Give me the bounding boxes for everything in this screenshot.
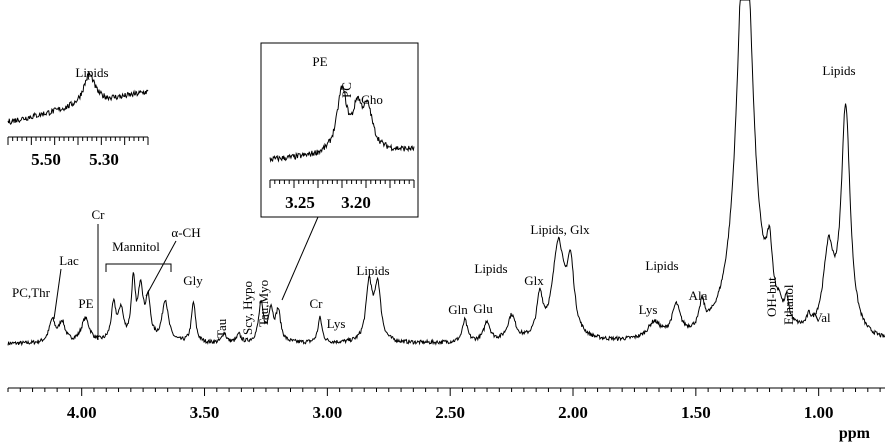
inset-lipids-5-3: 5.50 5.30 Lipids — [7, 65, 149, 169]
peak-label-scy-hypo: Scy, Hypo — [240, 281, 255, 335]
lac-leader-line — [53, 268, 62, 320]
peak-label-gly: Gly — [183, 273, 203, 288]
inset-peak-label-pe: PE — [312, 54, 327, 69]
peak-label-oh-but: OH-but — [764, 277, 779, 317]
inset-connector-line — [281, 216, 319, 301]
inset-peak-label-lipids: Lipids — [75, 65, 108, 80]
peak-label-glx: Glx — [524, 273, 544, 288]
x-tick-label: 3.50 — [190, 403, 220, 422]
inset-trace — [7, 71, 149, 125]
peak-label-cr: Cr — [310, 296, 324, 311]
peak-label-ethanol: Ethanol — [781, 284, 796, 325]
inset-tick-label: 5.30 — [89, 150, 119, 169]
peak-label-mannitol: Mannitol — [112, 239, 160, 254]
inset-trace — [269, 83, 415, 163]
inset-tick-label: 3.20 — [341, 193, 371, 212]
peak-label-lipids: Lipids — [645, 258, 678, 273]
inset-choline-region: 3.25 3.20 PE PC Cho — [260, 42, 419, 301]
peak-label-lipids-glx: Lipids, Glx — [530, 222, 590, 237]
peak-label-lys: Lys — [639, 302, 658, 317]
peak-label-pe: PE — [78, 296, 93, 311]
x-tick-label: 2.50 — [435, 403, 465, 422]
inset-tick-label: 3.25 — [285, 193, 315, 212]
peak-label-ala: Ala — [689, 288, 708, 303]
peak-label-lipids: Lipids — [822, 63, 855, 78]
peak-label-tau-myo: Tau,Myo — [256, 280, 271, 327]
inset-peak-label-pc: PC — [339, 82, 354, 98]
peak-label-pc-thr: PC,Thr — [12, 285, 51, 300]
peak-label-tau: Tau — [214, 318, 229, 338]
x-tick-label: 3.00 — [312, 403, 342, 422]
peak-label-val: Val — [813, 310, 831, 325]
mannitol-bracket — [105, 263, 172, 272]
peak-annotations: PC,Thr Lac PE Cr Mannitol α-CH Gly Tau Scy, Hypo… — [12, 63, 856, 340]
x-tick-label: 4.00 — [67, 403, 97, 422]
inset-tick-label: 5.50 — [31, 150, 61, 169]
inset-peak-label-cho: Cho — [361, 92, 383, 107]
peak-label-lac: Lac — [59, 253, 79, 268]
peak-label-cr: Cr — [92, 207, 106, 222]
peak-label-lipids: Lipids — [474, 261, 507, 276]
main-spectrum — [7, 0, 885, 347]
x-tick-label: 1.50 — [681, 403, 711, 422]
x-axis: 4.00 3.50 3.00 2.50 2.00 1.50 1.00 — [7, 387, 885, 422]
peak-label-lys: Lys — [327, 316, 346, 331]
spectrum-trace — [7, 0, 885, 347]
inset-frame — [260, 42, 419, 218]
peak-label-ch: α-CH — [171, 225, 200, 240]
peak-label-glu: Glu — [473, 301, 493, 316]
alpha-ch-leader-line — [145, 240, 177, 297]
x-tick-label: 2.00 — [558, 403, 588, 422]
x-axis-label: ppm — [839, 425, 871, 442]
peak-label-lipids: Lipids — [356, 263, 389, 278]
x-tick-label: 1.00 — [804, 403, 834, 422]
peak-label-gln: Gln — [448, 302, 468, 317]
